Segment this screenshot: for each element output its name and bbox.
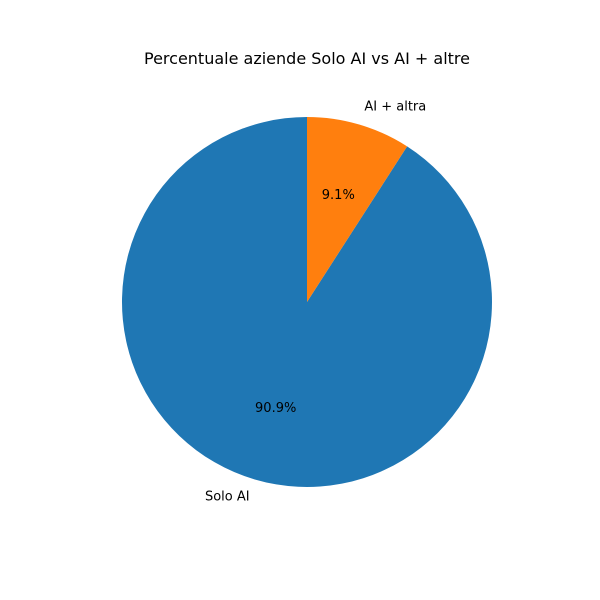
- pie-slice-ai-altra: [307, 117, 408, 302]
- pie-slices: [121, 117, 492, 488]
- chart-title: Percentuale aziende Solo AI vs AI + altr…: [144, 49, 470, 68]
- pie-labels: Solo AI 90.9% AI + altra 9.1%: [205, 99, 426, 504]
- slice-label-solo-ai: Solo AI: [205, 490, 250, 505]
- percent-label-ai-altra: 9.1%: [322, 188, 355, 203]
- pie-slice-solo-ai: [121, 117, 492, 488]
- slice-label-ai-altra: AI + altra: [364, 99, 426, 114]
- percent-label-solo-ai: 90.9%: [255, 401, 296, 416]
